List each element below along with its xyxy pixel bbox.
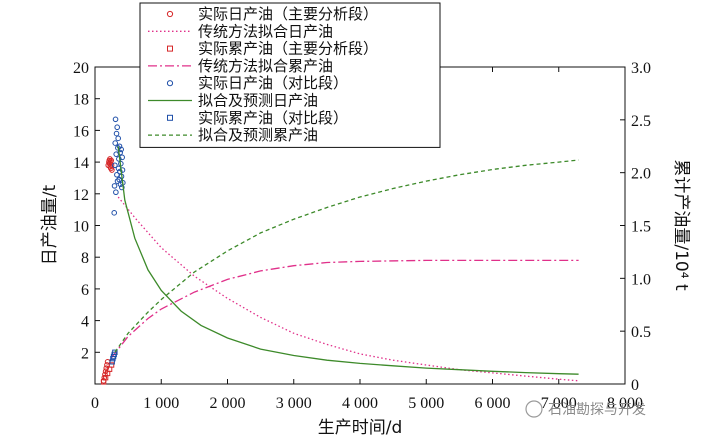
legend-label: 实际日产油（主要分析段）	[198, 5, 378, 23]
x-tick-label: 2 000	[210, 395, 246, 412]
legend-swatch	[166, 80, 174, 87]
data-point	[112, 140, 119, 146]
watermark-text: 石油勘探与开发	[548, 402, 646, 418]
data-point	[112, 349, 118, 356]
legend-box	[139, 2, 441, 148]
y2-tick-label: 2.5	[631, 113, 651, 130]
data-point	[109, 167, 115, 173]
series-line	[114, 159, 579, 353]
watermark: 石油勘探与开发	[525, 400, 646, 418]
y-axis-title: 日产油量/t	[40, 184, 60, 265]
legend-label: 实际日产油（对比段）	[198, 74, 348, 92]
y2-tick-label: 0	[631, 377, 639, 394]
y-tick-label: 10	[73, 219, 89, 236]
series-line	[111, 259, 579, 358]
data-point	[112, 116, 119, 123]
y-tick-label: 12	[73, 187, 89, 204]
series-6	[109, 349, 118, 365]
series-1	[117, 196, 579, 382]
y2-tick-label: 1.0	[631, 271, 651, 288]
y2-tick-label: 0.5	[631, 324, 651, 341]
data-point	[103, 365, 110, 371]
data-point	[116, 143, 123, 150]
x-tick-label: 8 000	[607, 395, 643, 412]
data-point	[108, 362, 115, 368]
y-tick-label: 16	[73, 123, 89, 140]
y2-tick-label: 3.0	[631, 60, 651, 77]
series-line	[117, 196, 579, 382]
x-tick-label: 5 000	[408, 395, 444, 412]
y2-tick-label: 2.0	[631, 166, 651, 183]
data-point	[111, 210, 118, 216]
data-point	[119, 167, 126, 173]
data-point	[114, 178, 121, 184]
data-point	[107, 156, 113, 162]
data-point	[109, 359, 115, 365]
data-point	[114, 124, 120, 131]
legend-swatch	[167, 114, 173, 121]
legend-label: 传统方法拟合累产油	[198, 57, 333, 75]
legend-label: 拟合及预测累产油	[198, 126, 318, 144]
y-tick-label: 4	[81, 314, 89, 331]
legend: 实际日产油（主要分析段）传统方法拟合日产油实际累产油（主要分析段）传统方法拟合累…	[139, 2, 441, 148]
x-axis-title: 生产时间/d	[318, 418, 403, 438]
series-line	[117, 146, 579, 375]
data-point	[117, 149, 123, 156]
x-tick-label: 1 000	[143, 395, 179, 412]
series-3	[111, 259, 579, 358]
legend-label: 实际累产油（主要分析段）	[198, 40, 378, 58]
series-2	[100, 362, 115, 385]
series-0	[100, 156, 115, 384]
data-point	[113, 189, 119, 196]
x-tick-label: 7 000	[541, 395, 577, 412]
x-tick-label: 4 000	[342, 395, 378, 412]
legend-label: 传统方法拟合日产油	[198, 22, 333, 40]
x-tick-label: 0	[91, 395, 99, 412]
data-point	[115, 135, 121, 142]
data-point	[113, 130, 120, 137]
wechat-icon	[525, 400, 543, 418]
y2-tick-label: 1.5	[631, 219, 651, 236]
series-7	[114, 159, 579, 353]
legend-label: 实际累产油（对比段）	[198, 109, 348, 127]
data-point	[112, 162, 118, 169]
series-layer	[100, 116, 579, 385]
y2-axis-title: 累计产油量/10⁴ t	[671, 159, 691, 291]
y-tick-label: 14	[73, 155, 89, 172]
y-tick-label: 6	[81, 282, 89, 299]
y-tick-label: 20	[73, 60, 89, 77]
x-tick-label: 3 000	[276, 395, 312, 412]
data-point	[111, 183, 118, 189]
legend-swatch	[167, 45, 173, 52]
x-tick-label: 6 000	[475, 395, 511, 412]
legend-swatch	[166, 10, 174, 18]
data-point	[114, 171, 120, 178]
data-point	[115, 145, 121, 151]
series-5	[117, 146, 579, 375]
y-tick-label: 18	[73, 92, 89, 109]
legend-label: 拟合及预测日产油	[198, 92, 318, 110]
y-tick-label: 8	[81, 250, 89, 267]
y-tick-label: 2	[81, 345, 89, 362]
